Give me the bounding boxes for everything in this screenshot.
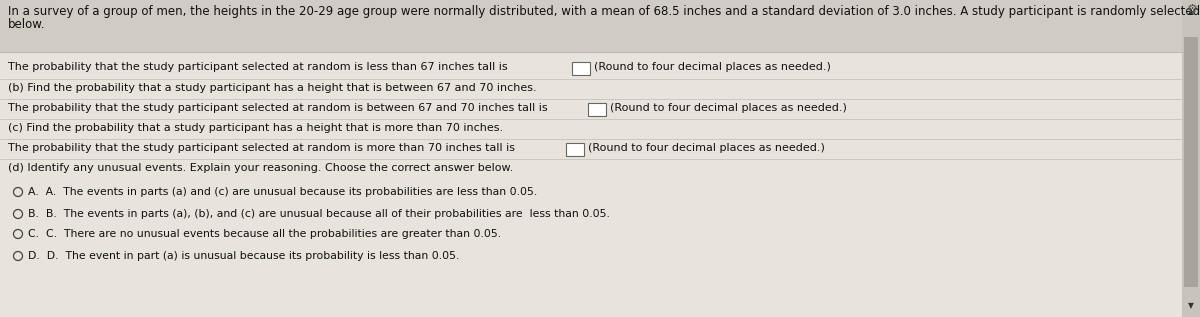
Bar — [0, 0, 1182, 52]
Bar — [566, 143, 584, 156]
Text: In a survey of a group of men, the heights in the 20-29 age group were normally : In a survey of a group of men, the heigh… — [8, 5, 1200, 18]
Text: The probability that the study participant selected at random is more than 70 in: The probability that the study participa… — [8, 143, 515, 153]
Text: (Round to four decimal places as needed.): (Round to four decimal places as needed.… — [588, 143, 824, 153]
Bar — [572, 61, 590, 74]
Text: (c) Find the probability that a study participant has a height that is more than: (c) Find the probability that a study pa… — [8, 123, 503, 133]
Text: B.  B.  The events in parts (a), (b), and (c) are unusual because all of their p: B. B. The events in parts (a), (b), and … — [28, 209, 610, 219]
Text: The probability that the study participant selected at random is between 67 and : The probability that the study participa… — [8, 103, 547, 113]
Text: (b) Find the probability that a study participant has a height that is between 6: (b) Find the probability that a study pa… — [8, 83, 536, 93]
Text: ▲: ▲ — [1188, 7, 1194, 16]
Bar — [1184, 37, 1198, 287]
Text: (Round to four decimal places as needed.): (Round to four decimal places as needed.… — [594, 62, 830, 72]
Text: ⚙: ⚙ — [1187, 3, 1198, 16]
Text: A.  A.  The events in parts (a) and (c) are unusual because its probabilities ar: A. A. The events in parts (a) and (c) ar… — [28, 187, 538, 197]
Bar — [588, 102, 606, 115]
Text: The probability that the study participant selected at random is less than 67 in: The probability that the study participa… — [8, 62, 508, 72]
Text: (Round to four decimal places as needed.): (Round to four decimal places as needed.… — [610, 103, 847, 113]
Text: C.  C.  There are no unusual events because all the probabilities are greater th: C. C. There are no unusual events becaus… — [28, 229, 502, 239]
Text: D.  D.  The event in part (a) is unusual because its probability is less than 0.: D. D. The event in part (a) is unusual b… — [28, 251, 460, 261]
Text: below.: below. — [8, 18, 46, 31]
Text: (d) Identify any unusual events. Explain your reasoning. Choose the correct answ: (d) Identify any unusual events. Explain… — [8, 163, 514, 173]
Bar — [1182, 0, 1200, 317]
Text: ▼: ▼ — [1188, 301, 1194, 310]
Bar — [0, 52, 1182, 317]
